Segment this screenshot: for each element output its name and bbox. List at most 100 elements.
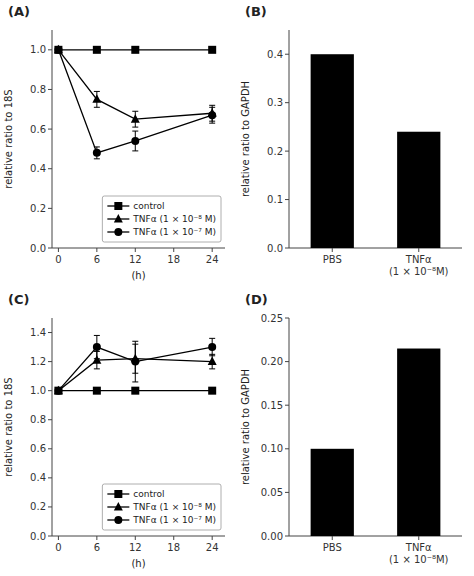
title: (A) <box>8 4 30 19</box>
title: (B) <box>245 4 267 19</box>
y-tick <box>285 448 289 449</box>
y-tick <box>48 49 52 50</box>
x-tick-label: 0 <box>55 542 61 553</box>
legend-label: TNFα (1 × 10⁻⁸ M) <box>132 214 216 224</box>
y-tick-label: 0.0 <box>267 243 283 254</box>
plot-area <box>54 335 217 394</box>
bar <box>311 54 354 248</box>
y-tick-label: 0.10 <box>261 443 283 454</box>
legend-marker <box>114 516 122 524</box>
point <box>208 111 216 119</box>
x-tick <box>418 536 419 540</box>
legend-label: control <box>133 201 164 211</box>
point <box>131 137 139 145</box>
y-axis-label: relative ratio to 18S <box>3 89 14 188</box>
y-tick <box>285 199 289 200</box>
figure: (A)0.00.20.40.60.81.0relative ratio to 1… <box>0 0 474 576</box>
legend-marker <box>114 490 122 498</box>
point <box>54 46 62 54</box>
legend-marker <box>114 228 122 236</box>
y-tick <box>285 54 289 55</box>
series-line <box>58 50 212 119</box>
x-tick-label-line: TNFα <box>405 542 432 553</box>
legend: control TNFα (1 × 10⁻⁸ M) TNFα (1 × 10⁻⁷ M… <box>102 484 221 530</box>
point <box>93 387 101 395</box>
x-axis-line <box>52 248 225 249</box>
y-tick <box>285 405 289 406</box>
x-axis-label: (h) <box>131 558 145 569</box>
legend-frame <box>102 196 221 242</box>
y-tick <box>48 419 52 420</box>
title: (C) <box>8 292 29 307</box>
x-tick <box>96 536 97 540</box>
legend-marker <box>114 202 122 210</box>
y-tick-label: 1.0 <box>30 385 46 396</box>
point <box>54 387 62 395</box>
y-tick-label: 0.8 <box>30 84 46 95</box>
y-tick <box>285 318 289 319</box>
y-tick <box>285 361 289 362</box>
y-tick-label: 1.2 <box>30 356 46 367</box>
point <box>208 46 216 54</box>
x-tick <box>332 248 333 252</box>
point <box>131 114 140 123</box>
y-tick-label: 0.8 <box>30 414 46 425</box>
y-tick <box>48 248 52 249</box>
bar <box>397 349 440 536</box>
y-tick-label: 0.0 <box>30 531 46 542</box>
y-axis-line <box>289 318 290 536</box>
x-tick-label: 18 <box>167 254 180 265</box>
y-tick <box>48 506 52 507</box>
legend-label: TNFα (1 × 10⁻⁷ M) <box>132 515 216 525</box>
y-tick <box>48 168 52 169</box>
x-tick <box>173 536 174 540</box>
y-tick-label: 1.0 <box>30 44 46 55</box>
y-tick <box>285 248 289 249</box>
y-tick-label: 0.25 <box>261 313 283 324</box>
y-tick <box>48 89 52 90</box>
x-tick-label: 6 <box>94 254 100 265</box>
x-tick <box>96 248 97 252</box>
error-bar <box>94 335 100 358</box>
y-tick <box>48 448 52 449</box>
legend-label: control <box>133 489 164 499</box>
point <box>54 46 62 54</box>
y-axis-label: relative ratio to 18S <box>3 377 14 476</box>
x-tick <box>332 536 333 540</box>
y-tick <box>285 536 289 537</box>
panel: (A)0.00.20.40.60.81.0relative ratio to 1… <box>3 4 225 281</box>
legend: controlTNFα (1 × 10⁻⁸ M)TNFα (1 × 10⁻⁷ M… <box>102 196 221 242</box>
legend-label: TNFα (1 × 10⁻⁸ M) <box>132 502 216 512</box>
point <box>208 357 217 366</box>
x-tick <box>212 248 213 252</box>
y-tick <box>48 332 52 333</box>
panel: (B)0.00.10.20.30.4relative ratio to GAPD… <box>240 4 462 277</box>
y-axis-label: relative ratio to GAPDH <box>240 81 251 197</box>
point <box>131 358 139 366</box>
x-tick-label: 24 <box>206 254 219 265</box>
y-tick-label: 0.4 <box>30 472 46 483</box>
series-line <box>58 50 212 153</box>
y-tick <box>48 477 52 478</box>
point <box>92 94 101 103</box>
x-tick <box>58 248 59 252</box>
error-bar <box>209 338 215 355</box>
x-tick-label: 12 <box>129 254 142 265</box>
y-tick-label: 0.1 <box>267 194 283 205</box>
y-tick <box>285 102 289 103</box>
error-bar <box>132 131 138 151</box>
point <box>93 149 101 157</box>
y-axis-label: relative ratio to GAPDH <box>240 369 251 485</box>
x-tick <box>58 536 59 540</box>
y-tick-label: 0.00 <box>261 531 283 542</box>
y-tick-label: 0.4 <box>30 163 46 174</box>
x-axis-line <box>52 536 225 537</box>
y-tick <box>48 208 52 209</box>
y-tick-label: 0.0 <box>30 243 46 254</box>
y-tick-label: 0.4 <box>267 49 283 60</box>
point <box>93 343 101 351</box>
point <box>208 343 216 351</box>
y-tick <box>48 390 52 391</box>
x-tick-label: PBS <box>323 542 342 553</box>
x-tick-label: 12 <box>129 542 142 553</box>
